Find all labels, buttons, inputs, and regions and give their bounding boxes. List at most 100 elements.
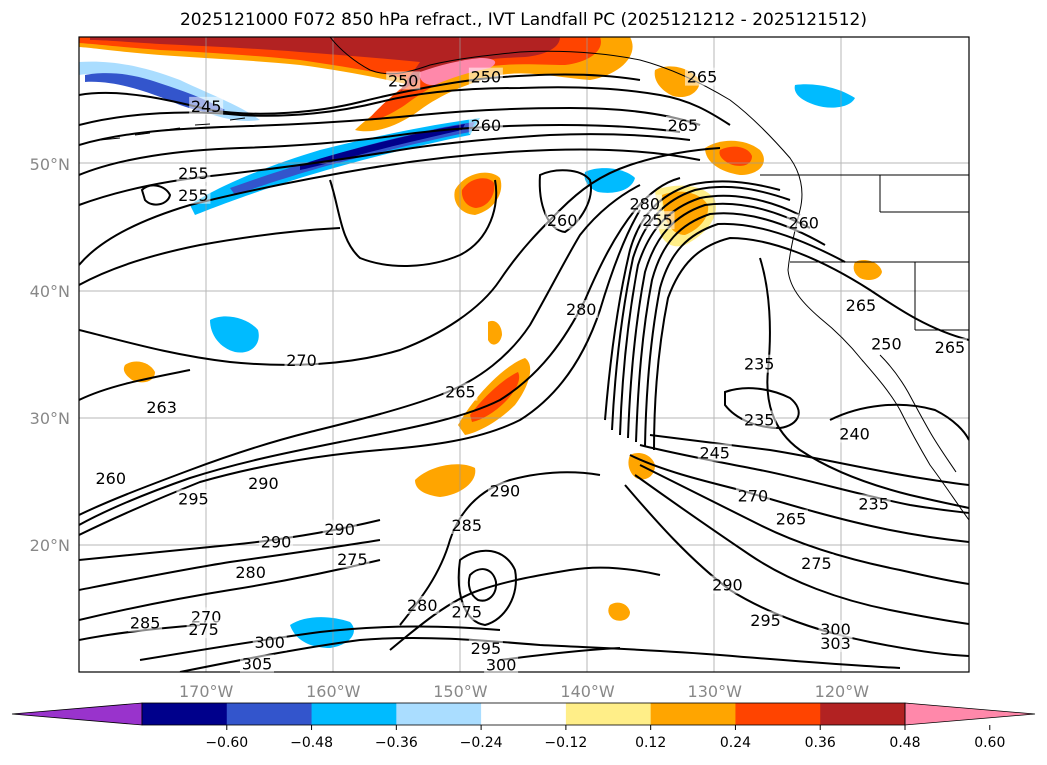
contour-label: 240 [839, 425, 870, 444]
colorbar-tick-label: −0.60 [205, 735, 248, 751]
contour-label: 265 [668, 116, 699, 135]
contour-label: 290 [261, 532, 292, 551]
contour-label-background [837, 424, 872, 443]
chart-title: 2025121000 F072 850 hPa refract., IVT La… [179, 10, 867, 30]
colorbar-segment [142, 703, 228, 725]
contour-line [653, 236, 969, 451]
contour-label: 303 [820, 634, 851, 653]
contour-label-background [468, 639, 503, 658]
contour-label: 280 [630, 195, 661, 214]
contour-line [644, 222, 846, 447]
contour-label: 260 [547, 211, 578, 230]
contour-label: 250 [871, 334, 902, 353]
contour-label-background [640, 211, 675, 230]
contour-label-background [774, 509, 808, 528]
contour-label: 250 [388, 71, 419, 90]
contour-line [634, 474, 969, 625]
contour-label-background [818, 634, 853, 653]
contour-line [629, 454, 969, 543]
contour-label: 265 [687, 68, 718, 87]
contour-line [79, 227, 341, 286]
shade-positive-dots1 [123, 361, 155, 383]
contour-label-background [405, 595, 440, 614]
contour-label-background [468, 67, 503, 86]
longitude-labels: 170°W 160°W 150°W 140°W 130°W 120°W [179, 682, 869, 701]
latitude-tick-label: 50°N [30, 155, 70, 174]
contour-line [79, 106, 701, 146]
contour-label: 280 [566, 300, 597, 319]
colorbar-tick-label: 0.24 [720, 735, 751, 751]
coastline-west-coast [787, 209, 969, 521]
contour-label-background [144, 397, 179, 416]
shade-positive-dots4 [608, 602, 630, 621]
contour-label: 305 [242, 654, 273, 673]
contour-label-background [386, 71, 421, 90]
contour-label: 255 [178, 186, 209, 205]
contour-label-background [545, 211, 580, 230]
contour-line [139, 625, 501, 661]
longitude-tick-label: 120°W [815, 682, 870, 701]
colorbar-extend-high [904, 702, 1036, 726]
shade-positive-north-max [90, 37, 560, 92]
contour-label-background [627, 194, 662, 213]
contour-label: 290 [712, 576, 743, 595]
map-background [79, 37, 969, 672]
colorbar-segment [481, 703, 567, 725]
contour-label: 295 [750, 611, 781, 630]
contour-line [79, 147, 721, 366]
contour-line [79, 73, 641, 115]
contour-label: 265 [935, 338, 966, 357]
longitude-tick-label: 130°W [688, 682, 743, 701]
colorbar-segment [396, 703, 482, 725]
shade-negative-midwest [210, 316, 259, 353]
longitude-tick-label: 150°W [433, 682, 488, 701]
contour-line [79, 209, 641, 536]
contour-label-background [748, 611, 783, 630]
colorbar-segment [565, 703, 652, 725]
colorbar-tick-label: −0.12 [544, 735, 587, 751]
colorbar-segment [226, 703, 313, 725]
contour-label-background [487, 481, 522, 500]
shade-negative-northeast [794, 84, 855, 108]
colorbar: −0.60 −0.48 −0.36 −0.24 −0.12 0.12 0.24 0.36 0.4… [11, 702, 1036, 751]
contour-line [140, 184, 172, 206]
colorbar-tick-label: 0.36 [805, 735, 836, 751]
contour-label: 265 [776, 510, 807, 529]
contour-line [79, 123, 681, 176]
contour-label-background [843, 296, 878, 315]
contour-line [79, 148, 701, 266]
contour-label-background [856, 494, 891, 513]
contour-label: 235 [744, 411, 775, 430]
contour-line [635, 212, 826, 443]
map-frame [78, 36, 970, 673]
latitude-labels: 50°N 40°N 30°N 20°N [30, 155, 70, 555]
contour-label-background [449, 515, 484, 534]
contour-label-background [252, 632, 287, 651]
contour-line [639, 464, 969, 585]
contour-line [399, 471, 601, 626]
contour-label-background [710, 575, 745, 594]
contour-label: 235 [858, 494, 889, 513]
colorbar-tick-label: 0.48 [889, 735, 920, 751]
contour-label: 260 [471, 116, 502, 135]
contour-label: 245 [191, 97, 222, 116]
contour-label-background [742, 354, 777, 373]
contour-label: 255 [642, 211, 673, 230]
contour-label: 270 [738, 487, 769, 506]
contour-label-background [742, 410, 777, 429]
contour-line [389, 566, 661, 651]
contour-label-background [449, 602, 484, 621]
contour-label: 300 [254, 633, 285, 652]
contour-line [829, 403, 969, 441]
contour-label: 235 [744, 355, 775, 374]
contour-label: 285 [130, 614, 161, 633]
shade-positive-central-core [461, 178, 495, 208]
contour-label: 280 [407, 596, 438, 615]
contour-label-background [246, 474, 281, 493]
contour-line [79, 559, 381, 621]
contour-line [624, 484, 969, 657]
contour-line [79, 539, 381, 591]
coastline-us-border [790, 261, 969, 331]
colorbar-tick-label: −0.24 [460, 735, 503, 751]
contour-label: 300 [486, 656, 517, 675]
